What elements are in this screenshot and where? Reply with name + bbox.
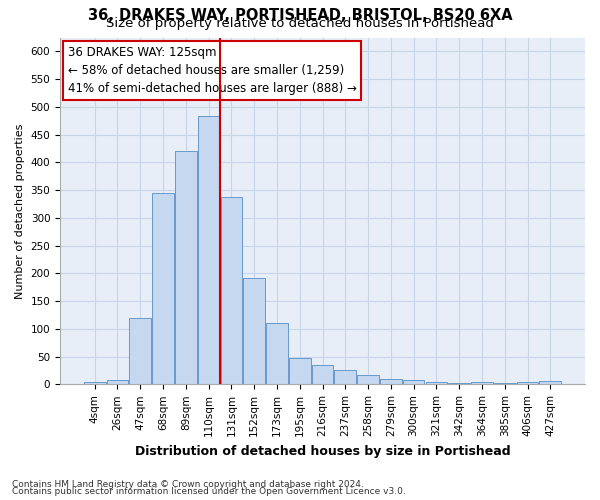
Bar xyxy=(494,383,515,384)
Bar xyxy=(471,382,493,384)
Bar xyxy=(448,383,470,384)
Bar xyxy=(380,379,401,384)
Bar xyxy=(289,358,311,384)
Text: Size of property relative to detached houses in Portishead: Size of property relative to detached ho… xyxy=(106,18,494,30)
Bar xyxy=(311,365,334,384)
Bar xyxy=(244,278,265,384)
Bar xyxy=(84,382,106,384)
Bar xyxy=(107,380,128,384)
Bar xyxy=(175,152,197,384)
Text: Contains public sector information licensed under the Open Government Licence v3: Contains public sector information licen… xyxy=(12,487,406,496)
Y-axis label: Number of detached properties: Number of detached properties xyxy=(15,123,25,298)
Bar xyxy=(198,116,220,384)
Bar xyxy=(266,322,288,384)
Text: Contains HM Land Registry data © Crown copyright and database right 2024.: Contains HM Land Registry data © Crown c… xyxy=(12,480,364,489)
X-axis label: Distribution of detached houses by size in Portishead: Distribution of detached houses by size … xyxy=(135,444,511,458)
Bar xyxy=(221,197,242,384)
Text: 36 DRAKES WAY: 125sqm
← 58% of detached houses are smaller (1,259)
41% of semi-d: 36 DRAKES WAY: 125sqm ← 58% of detached … xyxy=(68,46,357,95)
Bar xyxy=(334,370,356,384)
Bar xyxy=(539,381,561,384)
Text: 36, DRAKES WAY, PORTISHEAD, BRISTOL, BS20 6XA: 36, DRAKES WAY, PORTISHEAD, BRISTOL, BS2… xyxy=(88,8,512,22)
Bar xyxy=(130,318,151,384)
Bar xyxy=(357,376,379,384)
Bar xyxy=(517,382,538,384)
Bar xyxy=(403,380,424,384)
Bar xyxy=(152,193,174,384)
Bar xyxy=(425,382,447,384)
